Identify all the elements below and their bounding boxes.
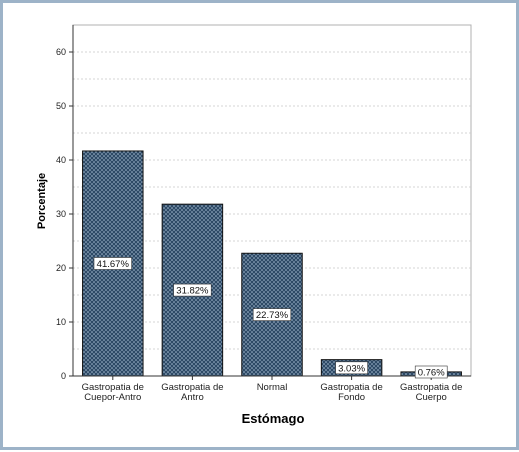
data-label-box bbox=[414, 365, 448, 379]
y-tick-label: 60 bbox=[56, 47, 66, 57]
data-label-box bbox=[252, 308, 292, 321]
data-label-box bbox=[93, 257, 132, 270]
y-tick-label: 30 bbox=[56, 209, 66, 219]
y-axis-title: Porcentaje bbox=[36, 173, 48, 229]
x-tick-label: Gastropatia de bbox=[320, 382, 382, 393]
data-label: 0.76% bbox=[418, 368, 445, 379]
y-tick-label: 50 bbox=[56, 101, 66, 111]
x-tick-label: Gastropatia de bbox=[161, 382, 223, 393]
x-tick-label: Gastropatia de bbox=[400, 382, 462, 393]
x-axis-title: Estómago bbox=[242, 411, 305, 426]
x-tick-label: Antro bbox=[181, 392, 204, 403]
x-tick-label: Fondo bbox=[338, 392, 365, 403]
x-tick-label: Normal bbox=[257, 382, 288, 393]
y-tick-label: 40 bbox=[56, 155, 66, 165]
labels: 41.67% 31.82% 22.73% 3.03% 0.76% bbox=[93, 257, 448, 379]
x-tick-label: Cuerpo bbox=[416, 392, 447, 403]
y-tick-label: 0 bbox=[61, 371, 66, 381]
data-label-box bbox=[335, 361, 368, 375]
data-label: 3.03% bbox=[338, 363, 365, 374]
data-label-box bbox=[173, 283, 212, 297]
y-tick-label: 20 bbox=[56, 263, 66, 273]
x-tick-label: Gastropatia de bbox=[82, 382, 144, 393]
y-tick-label: 10 bbox=[56, 317, 66, 327]
data-label: 31.82% bbox=[176, 286, 209, 297]
data-label: 41.67% bbox=[97, 259, 130, 270]
data-label: 22.73% bbox=[256, 310, 289, 321]
x-tick-label: Cuepor-Antro bbox=[84, 392, 141, 403]
